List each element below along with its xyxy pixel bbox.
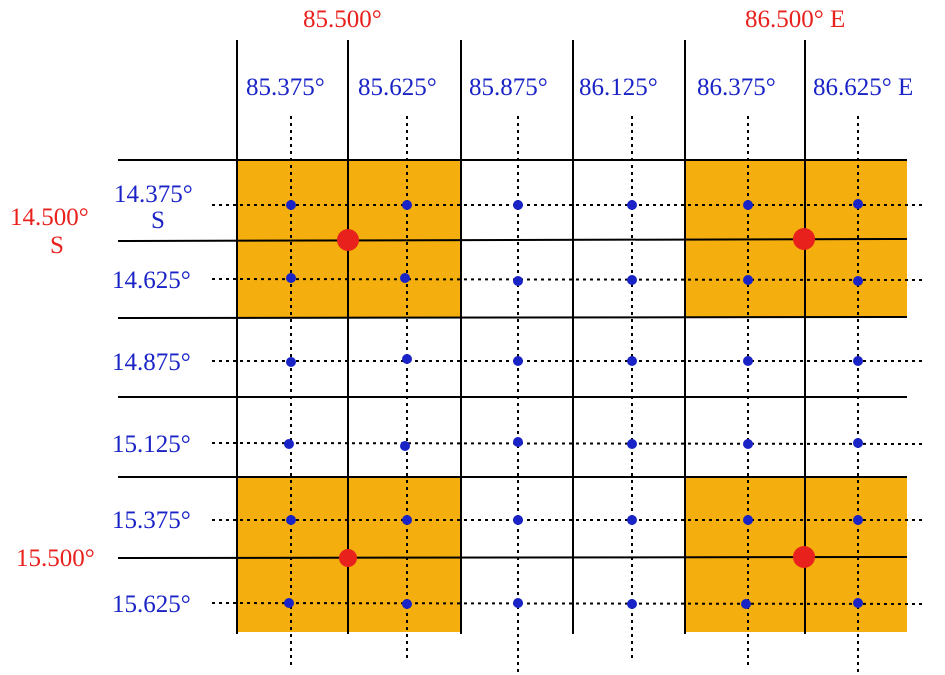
coarse-lat-label: 15.500° [16,545,95,572]
horizontal-cell-boundaries [117,159,908,559]
fine-point [402,200,412,210]
fine-point [400,441,410,451]
coarse-lat-label: 14.500° [10,204,89,231]
fine-point [627,599,637,609]
fine-point [627,275,637,285]
fine-point [853,199,863,209]
fine-lon-label: 85.375° [246,74,325,101]
coarse-grid-points [337,228,815,568]
fine-point [513,515,523,525]
fine-point [627,439,637,449]
fine-lon-label: 85.875° [469,74,548,101]
fine-point [400,273,410,283]
coarse-lon-label: 85.500° [303,6,382,33]
fine-grid-points [284,199,863,609]
fine-point [853,438,863,448]
fine-point [402,599,412,609]
fine-point [743,439,753,449]
fine-lat-label: 15.375° [112,507,191,534]
fine-point [627,200,637,210]
fine-point [513,200,523,210]
fine-point [627,356,637,366]
coarse-point [793,228,815,250]
fine-point [743,275,753,285]
fine-point [286,273,296,283]
coarse-lat-label-suffix: S [50,232,64,259]
fine-point [743,200,753,210]
fine-lat-label: 14.625° [112,267,191,294]
dotted-h-line [211,442,925,445]
coarse-point [337,229,359,251]
fine-point [513,276,523,286]
fine-point [284,598,294,608]
h-boundary [117,316,908,319]
fine-lon-label: 85.625° [358,74,437,101]
fine-lat-label-suffix: S [151,207,165,234]
fine-point [741,599,751,609]
fine-lon-label: 86.625° E [813,74,913,101]
fine-point [513,437,523,447]
coarse-point [339,549,357,567]
fine-point [402,515,412,525]
fine-point [286,357,296,367]
h-boundary [117,556,908,559]
fine-point [286,200,296,210]
fine-lat-label: 14.375° [114,181,193,208]
fine-point [743,356,753,366]
fine-point [743,515,753,525]
fine-point [513,598,523,608]
fine-lon-label: 86.125° [579,74,658,101]
vertical-cell-boundaries [236,40,806,634]
fine-point [853,598,863,608]
fine-lat-label: 14.875° [112,349,191,376]
fine-point [284,439,294,449]
coarse-lon-label: 86.500° E [745,6,845,33]
h-boundary [117,238,908,242]
fine-point [853,276,863,286]
fine-point [286,515,296,525]
fine-point [513,356,523,366]
fine-lon-label: 86.375° [697,74,776,101]
coarse-point [793,546,815,568]
fine-point [853,515,863,525]
fine-lat-label: 15.625° [112,591,191,618]
fine-point [627,515,637,525]
fine-lat-label: 15.125° [112,431,191,458]
fine-point [402,354,412,364]
fine-point [853,356,863,366]
